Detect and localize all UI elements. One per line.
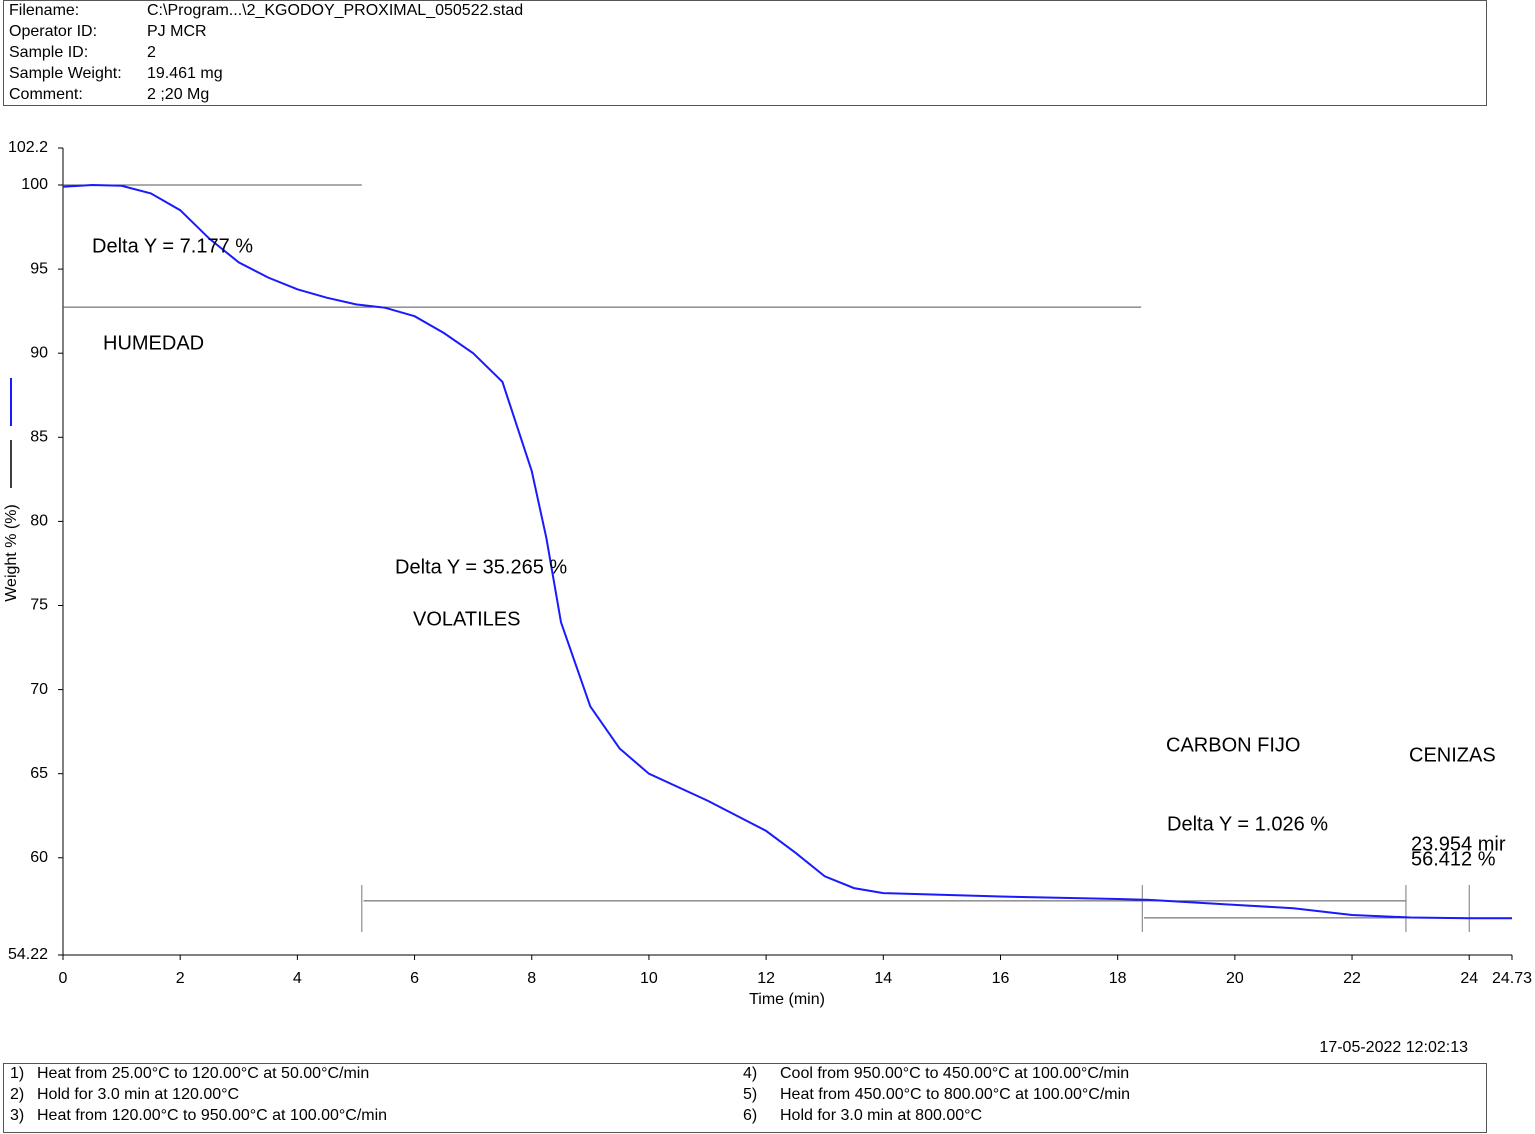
header-label: Filename: [9, 2, 79, 19]
y-tick-label: 85 [30, 429, 48, 446]
annotation: CARBON FIJO [1166, 734, 1300, 756]
y-tick-label: 54.22 [8, 946, 48, 963]
y-axis-label: Weight % (%) [3, 504, 20, 602]
header-value: PJ MCR [147, 23, 207, 40]
step-text: Heat from 25.00°C to 120.00°C at 50.00°C… [37, 1065, 369, 1082]
annotation: HUMEDAD [103, 332, 204, 354]
x-tick-label: 20 [1226, 970, 1244, 987]
header-value: 2 ;20 Mg [147, 86, 209, 103]
annotation: VOLATILES [413, 608, 520, 630]
annotation: CENIZAS [1409, 744, 1496, 766]
step-number: 3) [10, 1107, 24, 1124]
step-number: 1) [10, 1065, 24, 1082]
header-box [3, 0, 1487, 106]
timestamp: 17-05-2022 12:02:13 [1319, 1039, 1468, 1056]
step-number: 2) [10, 1086, 24, 1103]
x-tick-label: 8 [527, 970, 536, 987]
header-label: Sample Weight: [9, 65, 122, 82]
header-value: 19.461 mg [147, 65, 223, 82]
y-tick-label: 100 [21, 176, 48, 193]
data-line [62, 183, 1513, 920]
step-number: 4) [743, 1065, 757, 1082]
y-tick-label: 70 [30, 681, 48, 698]
header-value: C:\Program...\2_KGODOY_PROXIMAL_050522.s… [147, 2, 523, 19]
step-text: Hold for 3.0 min at 800.00°C [780, 1107, 982, 1124]
y-tick-label: 95 [30, 260, 48, 277]
header-label: Comment: [9, 86, 83, 103]
annotation: Delta Y = 7.177 % [92, 235, 253, 257]
x-tick-label: 10 [640, 970, 658, 987]
y-tick-label: 102.2 [8, 139, 48, 156]
step-number: 5) [743, 1086, 757, 1103]
y-tick-label: 75 [30, 597, 48, 614]
x-tick-label: 22 [1343, 970, 1361, 987]
x-tick-label: 14 [874, 970, 892, 987]
x-tick-label: 12 [757, 970, 775, 987]
annotation: 56.412 % [1411, 848, 1496, 870]
y-tick-label: 65 [30, 765, 48, 782]
annotation: Delta Y = 1.026 % [1167, 813, 1328, 835]
y-tick-label: 90 [30, 344, 48, 361]
annotation: Delta Y = 35.265 % [395, 556, 567, 578]
y-tick-label: 80 [30, 513, 48, 530]
header-label: Operator ID: [9, 23, 97, 40]
x-tick-label: 4 [293, 970, 302, 987]
step-text: Heat from 120.00°C to 950.00°C at 100.00… [37, 1107, 387, 1124]
x-tick-label: 18 [1109, 970, 1127, 987]
step-text: Hold for 3.0 min at 120.00°C [37, 1086, 239, 1103]
annotation: 23.954 mir [1411, 833, 1506, 855]
step-number: 6) [743, 1107, 757, 1124]
x-tick-label: 2 [176, 970, 185, 987]
x-tick-label: 24 [1460, 970, 1478, 987]
x-tick-label: 24.73 [1492, 970, 1532, 987]
x-tick-label: 6 [410, 970, 419, 987]
header-value: 2 [147, 44, 156, 61]
method-box [3, 1063, 1487, 1133]
step-text: Heat from 450.00°C to 800.00°C at 100.00… [780, 1086, 1130, 1103]
header-label: Sample ID: [9, 44, 88, 61]
x-axis-label: Time (min) [749, 991, 825, 1008]
x-tick-label: 0 [59, 970, 68, 987]
x-tick-label: 16 [992, 970, 1010, 987]
step-text: Cool from 950.00°C to 450.00°C at 100.00… [780, 1065, 1129, 1082]
y-tick-label: 60 [30, 849, 48, 866]
